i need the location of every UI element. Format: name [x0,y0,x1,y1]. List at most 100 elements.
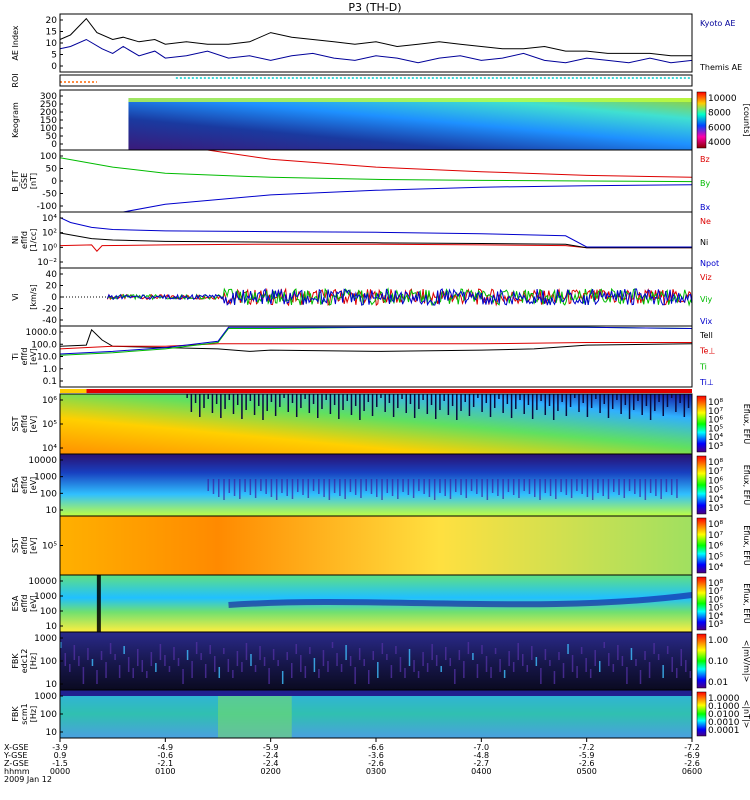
spectrogram-speckle [418,479,420,491]
ytick-label: 100 [40,710,57,720]
spectrogram-speckle [333,394,336,405]
axis-column-value: -4.9 [158,743,174,752]
spectrogram-speckle [405,394,407,413]
ytick-label: 250 [40,100,57,110]
spectrogram-speckle [555,479,557,499]
spectrogram-speckle [392,394,395,417]
spectrogram-speckle [207,479,209,491]
axis-column-value: 0100 [155,767,175,776]
ytick-label: 5 [51,51,57,61]
spectrogram-speckle [331,642,334,648]
spectrogram-speckle [87,648,89,660]
axis-column-value: -1.5 [52,759,68,768]
axis-column-value: -6.6 [368,743,384,752]
colorbar-tick-label: 4000 [708,138,731,148]
spectrogram-speckle [539,479,541,500]
colorbar-tick-label: 10⁸ [708,398,723,408]
ytick-label: 100 [40,657,57,667]
spectrogram-speckle [209,645,211,654]
spectrogram-speckle [430,394,433,405]
legend-label: Ti [699,362,707,371]
spectrogram-speckle [458,650,461,660]
spectrogram-speckle [515,394,517,409]
colorbar-tick-label: 10⁶ [708,542,723,552]
spectrogram-speckle [534,479,536,497]
colorbar-tick-label: 10⁸ [708,579,723,589]
plot-title: P3 (TH-D) [348,1,401,14]
spectrogram-speckle [676,479,678,498]
axis-column-value: 0500 [576,767,596,776]
spectrogram-speckle [327,661,329,672]
spectrogram-speckle [649,479,652,493]
spectrogram-speckle [381,479,383,500]
spectrogram-speckle [159,644,162,660]
axis-row-label: hhmm [4,767,30,776]
spectrogram-speckle [456,394,458,420]
axis-column-value: -2.6 [368,759,384,768]
colorbar [696,91,707,149]
axis-column-value: 0600 [682,767,702,776]
spectrogram-speckle [141,660,144,672]
spectrogram-speckle [105,662,107,678]
spectrogram-speckle [528,479,531,494]
ytick-label: 50 [46,165,58,175]
legend-label: Ne [700,217,711,226]
spectrogram-speckle [132,668,134,678]
spectrogram-speckle [639,670,642,684]
spectrogram-speckle [574,394,576,398]
spectrogram-speckle [155,663,157,672]
panel-sublabel: edc12 [20,649,29,674]
spectrogram-speckle [565,394,568,416]
spectrogram-speckle [150,652,153,666]
spectrogram-speckle [418,394,420,409]
colorbar-tick-label: 10⁸ [708,520,723,530]
colorbar-tick-label: 1.0000 [708,694,740,704]
spectrogram-speckle [548,394,551,406]
spectrogram-speckle [561,394,563,402]
spectrogram-speckle [96,670,98,684]
series-by-line [59,157,693,183]
spectrogram-speckle [597,479,599,493]
panel-units: [eV] [29,477,38,494]
spectrogram-speckle [358,648,361,660]
spectrogram-speckle [444,479,446,496]
legend-label: Bx [700,203,710,212]
panel-ylabel: Keogram [11,102,20,138]
spectrogram-speckle [464,394,466,402]
ytick-label: -20 [42,305,57,315]
spectrogram-speckle [302,479,304,495]
spectrogram-speckle [585,658,587,672]
spectrogram-speckle [670,479,673,495]
spectrogram-speckle [454,669,456,684]
spectrogram-speckle [73,645,76,660]
axis-row-label: 2009 Jan 12 [4,775,52,784]
spectrogram-speckle [402,479,404,492]
legend-label: Viz [700,273,712,282]
spectrogram-speckle [628,394,631,419]
spectrogram-speckle [552,394,555,420]
spectrogram-speckle [300,394,302,408]
spectrogram-speckle [567,644,569,654]
spectrogram-speckle [300,655,302,672]
spectrogram-speckle [384,394,386,412]
spectrogram-speckle [571,655,574,672]
spectrogram-speckle [342,394,344,410]
panel-units: [Hz] [29,653,38,669]
keogram-image [128,98,692,150]
spectrogram-speckle [318,479,320,494]
spectrogram-speckle [586,394,589,417]
panel-ylabel: SST [11,538,20,553]
axis-column-value: 0300 [366,767,386,776]
spectrogram-speckle [527,394,530,405]
spectrogram-speckle [245,394,247,410]
spectrogram-speckle [521,654,524,666]
panel-10: ESA eflfd [eV]1000010001001010⁸10⁷10⁶10⁵10… [11,574,750,633]
spectrogram-speckle [328,479,331,500]
legend-label: Kyoto AE [700,19,735,28]
spectrogram-speckle [266,394,268,411]
spectrogram-speckle [194,394,197,403]
spectrogram-speckle [580,647,583,654]
ytick-label: 100 [40,607,57,617]
spectrogram-speckle [297,479,299,492]
